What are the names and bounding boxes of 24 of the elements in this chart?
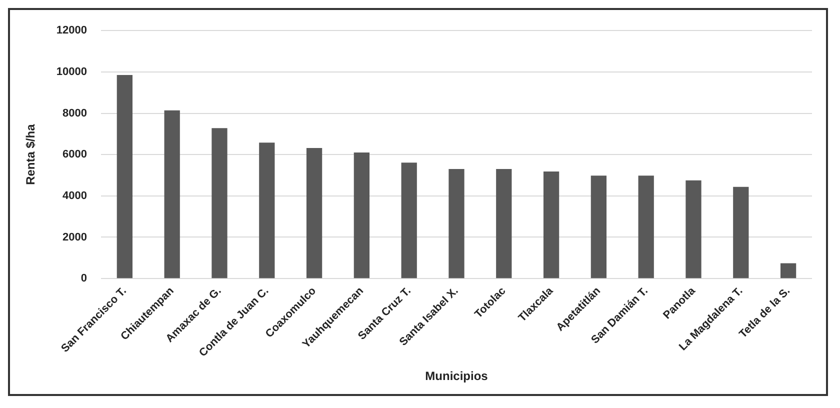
y-tick-label: 6000 <box>62 148 87 161</box>
bar <box>259 142 275 278</box>
bar <box>212 128 228 278</box>
y-tick-label: 10000 <box>56 66 87 78</box>
bar <box>401 162 417 278</box>
bar <box>496 169 512 278</box>
y-tick-label: 0 <box>80 272 87 285</box>
y-tick-label: 12000 <box>56 24 87 37</box>
bar <box>448 169 464 278</box>
bar <box>686 180 702 278</box>
bar <box>164 110 180 278</box>
bar <box>590 176 607 278</box>
x-axis-title: Municipios <box>425 369 488 384</box>
bar <box>733 186 749 278</box>
bar <box>543 172 560 278</box>
bar <box>306 148 322 278</box>
y-axis-title: Renta $/ha <box>24 124 38 185</box>
bar <box>116 75 133 278</box>
bar <box>638 176 654 278</box>
bar <box>354 152 370 278</box>
y-tick-label: 2000 <box>62 231 87 244</box>
bar <box>780 263 796 278</box>
y-tick-label: 8000 <box>62 107 87 120</box>
y-tick-label: 4000 <box>62 190 87 202</box>
